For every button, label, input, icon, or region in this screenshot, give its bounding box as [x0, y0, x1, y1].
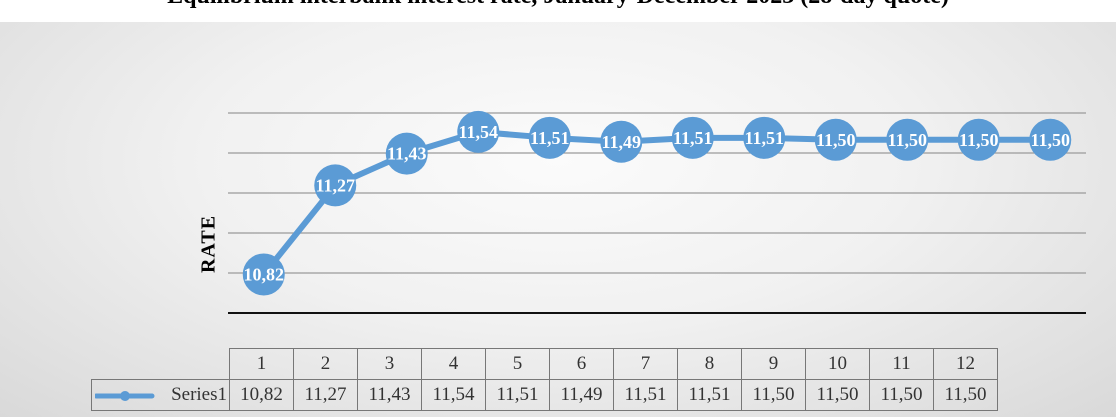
- data-label: 11,54: [458, 122, 498, 142]
- data-point-marker: [457, 110, 500, 153]
- data-label: 11,51: [673, 128, 713, 148]
- table-value-cell: 11,51: [613, 379, 678, 411]
- table-value-cell: 11,50: [805, 379, 870, 411]
- table-header-cell: 5: [485, 348, 550, 380]
- data-point-marker: [957, 118, 1000, 161]
- data-label: 11,50: [959, 130, 999, 150]
- data-point-marker: [528, 116, 571, 159]
- table-header-cell: 10: [805, 348, 870, 380]
- table-value-cell: 11,49: [549, 379, 614, 411]
- table-value-cell: 11,43: [357, 379, 422, 411]
- table-value-cell: 11,50: [741, 379, 806, 411]
- data-point: 11,50: [1029, 118, 1072, 161]
- data-point-marker: [242, 253, 285, 296]
- table-header-cell: 2: [293, 348, 358, 380]
- data-point-marker: [671, 116, 714, 159]
- data-point: 11,27: [314, 164, 357, 207]
- data-label: 10,82: [244, 264, 285, 284]
- data-point: 11,50: [957, 118, 1000, 161]
- data-point: 11,51: [671, 116, 714, 159]
- table-value-cell: 11,50: [933, 379, 998, 411]
- data-label: 11,50: [887, 130, 927, 150]
- data-point: 11,49: [600, 120, 643, 163]
- table-header-cell: 8: [677, 348, 742, 380]
- table-value-cell: 11,51: [677, 379, 742, 411]
- data-point-marker: [814, 118, 857, 161]
- table-value-cell: 11,51: [485, 379, 550, 411]
- table-header-cell: 9: [741, 348, 806, 380]
- data-point: 10,82: [242, 253, 285, 296]
- table-header-cell: 3: [357, 348, 422, 380]
- table-header-cell: 4: [421, 348, 486, 380]
- table-header-cell: 6: [549, 348, 614, 380]
- chart-title: Equilibrium interbank interest rate, Jan…: [0, 0, 1116, 10]
- data-point: 11,50: [814, 118, 857, 161]
- data-point-marker: [886, 118, 929, 161]
- data-point: 11,43: [385, 132, 428, 175]
- table-header-cell: 11: [869, 348, 934, 380]
- data-table-header-row: 1 2 3 4 5 6 7 8 9 10 11 12: [91, 348, 998, 380]
- legend-key-icon: [95, 391, 155, 401]
- data-table: 1 2 3 4 5 6 7 8 9 10 11 12 Series1 10,82 11,27 11,43 1…: [91, 348, 998, 411]
- table-header-cell: 12: [933, 348, 998, 380]
- data-point-marker: [314, 164, 357, 207]
- data-table-series-row: Series1 10,82 11,27 11,43 11,54 11,51 11,49 11…: [91, 379, 998, 411]
- data-label: 11,50: [816, 130, 856, 150]
- legend-series-name: Series1: [171, 384, 227, 405]
- data-point-marker: [600, 120, 643, 163]
- table-value-cell: 11,27: [293, 379, 358, 411]
- table-value-cell: 11,50: [869, 379, 934, 411]
- data-label: 11,51: [744, 128, 784, 148]
- data-label: 11,27: [315, 175, 355, 195]
- data-table-corner: [91, 348, 230, 380]
- table-header-cell: 1: [229, 348, 294, 380]
- data-point: 11,50: [886, 118, 929, 161]
- data-label: 11,51: [530, 128, 570, 148]
- data-point: 11,51: [743, 116, 786, 159]
- data-label: 11,50: [1030, 130, 1070, 150]
- data-point: 11,54: [457, 110, 500, 153]
- data-point-marker: [385, 132, 428, 175]
- data-label: 11,43: [387, 144, 427, 164]
- legend-entry: Series1: [91, 379, 230, 411]
- data-point: 11,51: [528, 116, 571, 159]
- data-point-marker: [1029, 118, 1072, 161]
- table-header-cell: 7: [613, 348, 678, 380]
- table-value-cell: 10,82: [229, 379, 294, 411]
- data-point-marker: [743, 116, 786, 159]
- table-value-cell: 11,54: [421, 379, 486, 411]
- data-label: 11,49: [601, 132, 641, 152]
